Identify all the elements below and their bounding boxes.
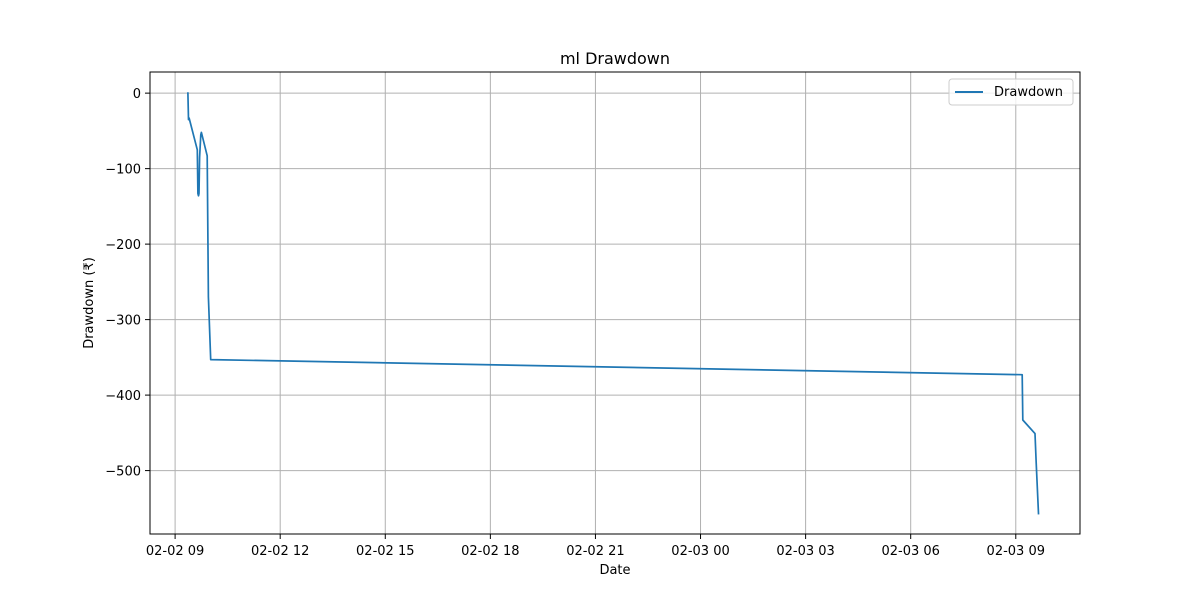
x-tick-label: 02-02 12	[251, 544, 309, 559]
series-layer	[187, 92, 1040, 515]
y-tick-label: 0	[133, 87, 141, 102]
y-tick-label: −300	[105, 314, 141, 329]
x-tick-label: 02-02 15	[356, 544, 414, 559]
grid-lines	[150, 72, 1080, 534]
y-tick-label: −500	[105, 465, 141, 480]
legend-label: Drawdown	[994, 85, 1063, 100]
chart-title: ml Drawdown	[560, 49, 670, 68]
y-axis-label: Drawdown (₹)	[82, 257, 97, 349]
x-tick-label: 02-02 18	[461, 544, 519, 559]
plot-area-frame	[149, 71, 1081, 535]
y-tick-label: −200	[105, 238, 141, 253]
x-tick-label: 02-02 09	[146, 544, 204, 559]
series-line-1	[187, 92, 1040, 515]
x-tick-label: 02-02 21	[566, 544, 624, 559]
y-tick-label: −100	[105, 163, 141, 178]
x-tick-label: 02-03 09	[987, 544, 1045, 559]
y-axis-ticks: 0 −100 −200 −300 −400 −500	[105, 87, 150, 480]
x-axis-label: Date	[599, 563, 630, 578]
legend-box	[948, 78, 1074, 106]
x-tick-label: 02-03 03	[776, 544, 834, 559]
x-tick-label: 02-03 00	[671, 544, 729, 559]
y-tick-label: −400	[105, 389, 141, 404]
x-axis-ticks: 02-02 09 02-02 12 02-02 15 02-02 18 02-02 21…	[146, 534, 1045, 559]
legend: Drawdown	[948, 78, 1074, 106]
x-tick-label: 02-03 06	[881, 544, 939, 559]
